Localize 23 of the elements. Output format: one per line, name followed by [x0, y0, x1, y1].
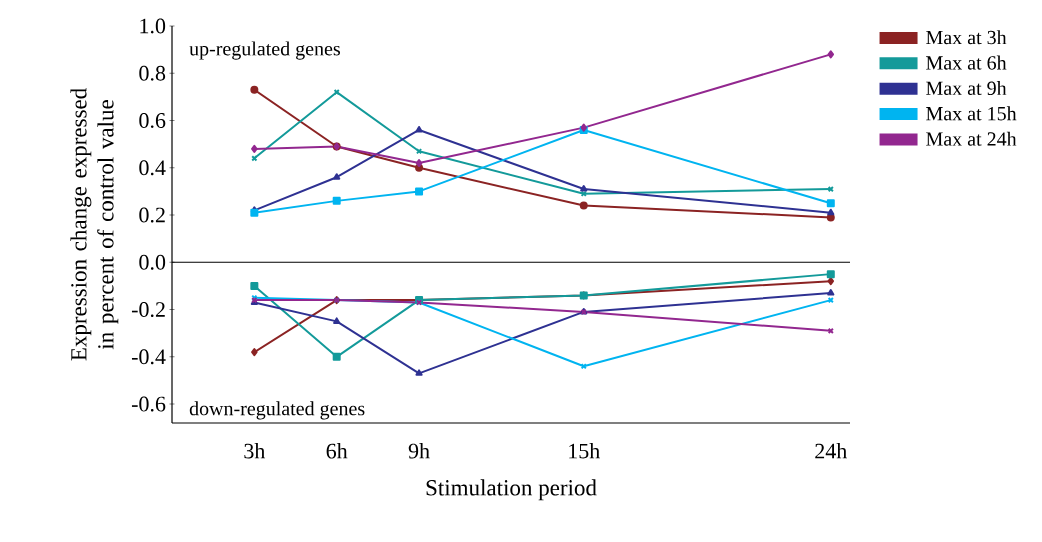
y-axis-title: Expression change expressed in percent of control value: [70, 88, 119, 361]
y-tick-label: 0.6: [139, 113, 166, 128]
x-tick-label: 6h: [326, 443, 348, 459]
legend-label: Max at 24h: [926, 131, 1017, 146]
legend-label: Max at 9h: [926, 80, 1007, 96]
y-tick-label: -0.2: [131, 302, 165, 318]
annotation: down-regulated genes: [189, 401, 365, 420]
legend-label: Max at 15h: [926, 106, 1017, 121]
legend-label: Max at 6h: [926, 55, 1007, 70]
y-tick-label: 0.8: [139, 65, 166, 81]
y-tick-label: 0.0: [139, 254, 166, 270]
legend-label: Max at 3h: [926, 30, 1007, 45]
y-tick-label: 0.2: [139, 207, 165, 223]
x-axis-title: Stimulation period: [426, 479, 597, 501]
y-tick-label: -0.6: [131, 396, 166, 412]
y-tick-label: -0.4: [131, 349, 166, 365]
x-tick-label: 3h: [244, 443, 266, 459]
x-tick-label: 15h: [569, 443, 600, 459]
annotation: up-regulated genes: [189, 41, 340, 60]
y-tick-label: 0.4: [139, 160, 166, 176]
x-tick-label: 24h: [815, 443, 847, 459]
y-tick-label: 1.0: [140, 18, 166, 34]
x-tick-label: 9h: [408, 443, 430, 459]
